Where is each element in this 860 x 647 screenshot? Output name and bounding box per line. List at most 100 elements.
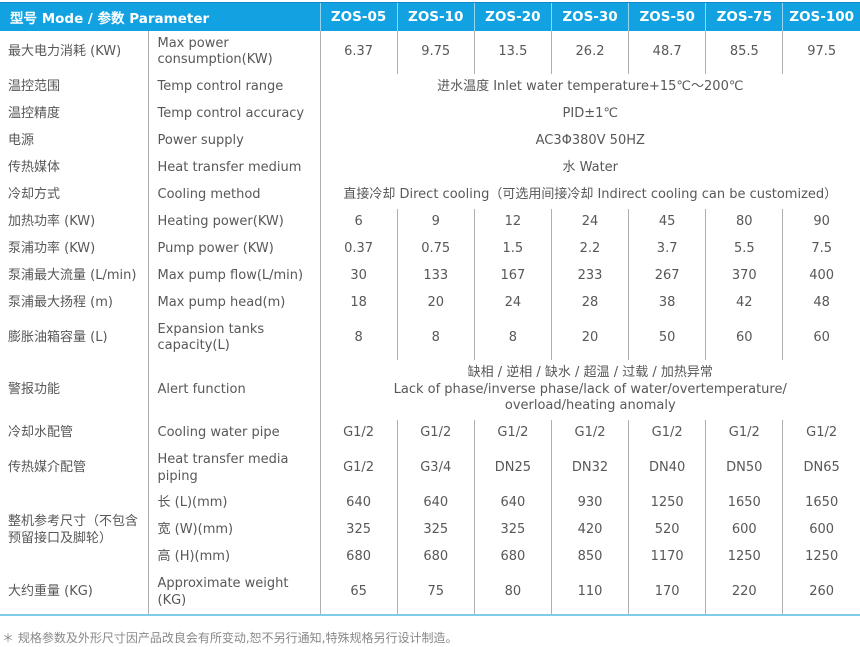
spec-value-cell: 20 [397, 289, 475, 317]
row-label-en: Max pump head(m) [148, 289, 321, 317]
spec-value-cell: 640 [397, 490, 475, 518]
model-column-header: ZOS-10 [396, 2, 475, 31]
row-label-cn: 冷却方式 [0, 181, 149, 209]
row-label-cn: 泵浦最大扬程 (m) [0, 289, 149, 317]
row-label-en: Cooling method [148, 181, 321, 209]
row-label-en: Expansion tanks capacity(L) [148, 316, 321, 360]
spec-value-cell: 90 [813, 213, 830, 229]
spec-value-cell: 1250 [705, 544, 784, 572]
spec-value-cell: 1250 [805, 549, 839, 565]
spec-value-cell: 60 [813, 330, 830, 346]
footnote-cn: ＊ 规格参数及外形尺寸因产品改良会有所变动,恕不另行通知,特殊规格另行设计制造。 [2, 631, 458, 646]
spec-value-cell: 220 [705, 571, 784, 616]
row-label-cn: 整机参考尺寸（不包含预留接口及脚轮） [0, 490, 149, 572]
spec-value-cell: 1250 [628, 490, 707, 518]
spec-value-cell: 420 [551, 517, 630, 545]
row-label-en: Power supply [148, 127, 321, 155]
spec-value-cell: G1/2 [397, 419, 475, 447]
spec-value-cell: 1.5 [474, 235, 552, 263]
spec-value-cell: 80 [705, 208, 784, 236]
table-row: 传热媒体 Heat transfer medium 水 Water [0, 154, 860, 182]
spec-value-cell: 267 [628, 262, 707, 290]
row-label-cn: 大约重量 (KG) [0, 571, 149, 616]
spec-value-cell: 680 [397, 544, 475, 572]
table-row: 泵浦功率 (KW) Pump power (KW) 0.37 0.75 1.5 2.2 3.… [0, 235, 860, 263]
spec-value-cell: 48.7 [628, 30, 707, 74]
spec-value-cell: 400 [809, 267, 835, 283]
spec-value-cell: 850 [551, 544, 630, 572]
row-label-en: Temp control accuracy [148, 100, 321, 128]
model-column-header: ZOS-50 [628, 2, 706, 31]
spec-value-cell: 80 [474, 571, 552, 616]
spec-value-cell: 8 [397, 316, 475, 360]
row-label-cn: 泵浦功率 (KW) [0, 235, 149, 263]
spec-value-cell: 26.2 [551, 30, 630, 74]
spec-value-cell: 9 [397, 208, 475, 236]
spec-value-cell: 325 [320, 517, 398, 545]
spec-value-cell: 12 [474, 208, 552, 236]
spec-value-cell: 680 [474, 544, 552, 572]
header-row: 型号 Mode / 参数 Parameter ZOS-05 ZOS-10 ZOS-2… [0, 2, 860, 31]
table-row: 高 (H)(mm) 680 680 680 850 1170 1250 1250 [0, 544, 860, 572]
row-label-en: Heat transfer medium [148, 154, 321, 182]
row-label-en: Max pump flow(L/min) [148, 262, 321, 290]
table-row: 大约重量 (KG) Approximate weight (KG) 65 75 80 11… [0, 571, 860, 616]
spec-value-cell: G1/2 [628, 419, 707, 447]
spec-value-cell: 85.5 [705, 30, 784, 74]
spec-value-cell: G1/2 [474, 419, 552, 447]
spec-value-cell: 640 [474, 490, 552, 518]
table-row: 宽 (W)(mm) 325 325 325 420 520 600 600 [0, 517, 860, 545]
spec-value-cell: 600 [809, 522, 835, 538]
row-label-cn: 温控范围 [0, 73, 149, 101]
spec-value-cell: 45 [628, 208, 707, 236]
merged-value-cell: PID±1℃ [562, 105, 618, 121]
table-row: 警报功能 Alert function 缺相 / 逆相 / 缺水 / 超温 / 过载… [0, 360, 860, 420]
spec-value-cell: 20 [551, 316, 630, 360]
spec-value-cell: 75 [397, 571, 475, 616]
spec-value-cell: 233 [551, 262, 630, 290]
spec-value-cell: 325 [397, 517, 475, 545]
spec-value-cell: 48 [813, 294, 830, 310]
spec-value-cell: 1650 [705, 490, 784, 518]
table-row: 膨胀油箱容量 (L) Expansion tanks capacity(L) 8 8 8… [0, 316, 860, 360]
table-row: 电源 Power supply AC3Φ380V 50HZ [0, 127, 860, 155]
row-label-cn: 温控精度 [0, 100, 149, 128]
row-label-en: Approximate weight (KG) [148, 571, 321, 616]
row-label-en: 长 (L)(mm) [148, 490, 321, 518]
spec-value-cell: 30 [320, 262, 398, 290]
spec-value-cell: G1/2 [806, 425, 838, 441]
spec-value-cell: 50 [628, 316, 707, 360]
row-label-en: Max power consumption(KW) [148, 30, 321, 74]
model-column-header: ZOS-05 [319, 2, 398, 31]
table-row: 温控精度 Temp control accuracy PID±1℃ [0, 100, 860, 128]
model-column-header: ZOS-100 [782, 2, 860, 31]
merged-value-cell: 缺相 / 逆相 / 缺水 / 超温 / 过载 / 加热异常 Lack of ph… [393, 365, 787, 414]
table-row: 泵浦最大流量 (L/min) Max pump flow(L/min) 30 133 1… [0, 262, 860, 290]
spec-value-cell: 1170 [628, 544, 707, 572]
model-column-header: ZOS-20 [473, 2, 552, 31]
spec-value-cell: 110 [551, 571, 630, 616]
table-row: 传热媒介配管 Heat transfer media piping G1/2 G3/4… [0, 446, 860, 491]
row-label-cn: 警报功能 [0, 360, 149, 420]
spec-value-cell: 24 [551, 208, 630, 236]
model-column-header: ZOS-30 [550, 2, 629, 31]
spec-value-cell: 133 [397, 262, 475, 290]
row-label-en: Pump power (KW) [148, 235, 321, 263]
spec-value-cell: 5.5 [705, 235, 784, 263]
spec-value-cell: 9.75 [397, 30, 475, 74]
spec-value-cell: 600 [705, 517, 784, 545]
spec-value-cell: DN50 [705, 446, 784, 491]
spec-value-cell: 325 [474, 517, 552, 545]
param-header-label: 型号 Mode / 参数 Parameter [0, 2, 321, 31]
merged-value-cell: 直接冷却 Direct cooling（可选用间接冷却 Indirect coo… [343, 186, 838, 202]
spec-value-cell: 6 [320, 208, 398, 236]
spec-value-cell: 18 [320, 289, 398, 317]
row-label-en: Heat transfer media piping [148, 446, 321, 491]
spec-value-cell: 60 [705, 316, 784, 360]
spec-value-cell: 930 [551, 490, 630, 518]
spec-value-cell: 170 [628, 571, 707, 616]
row-label-cn: 冷却水配管 [0, 419, 149, 447]
spec-value-cell: 1650 [805, 495, 839, 511]
spec-value-cell: 167 [474, 262, 552, 290]
